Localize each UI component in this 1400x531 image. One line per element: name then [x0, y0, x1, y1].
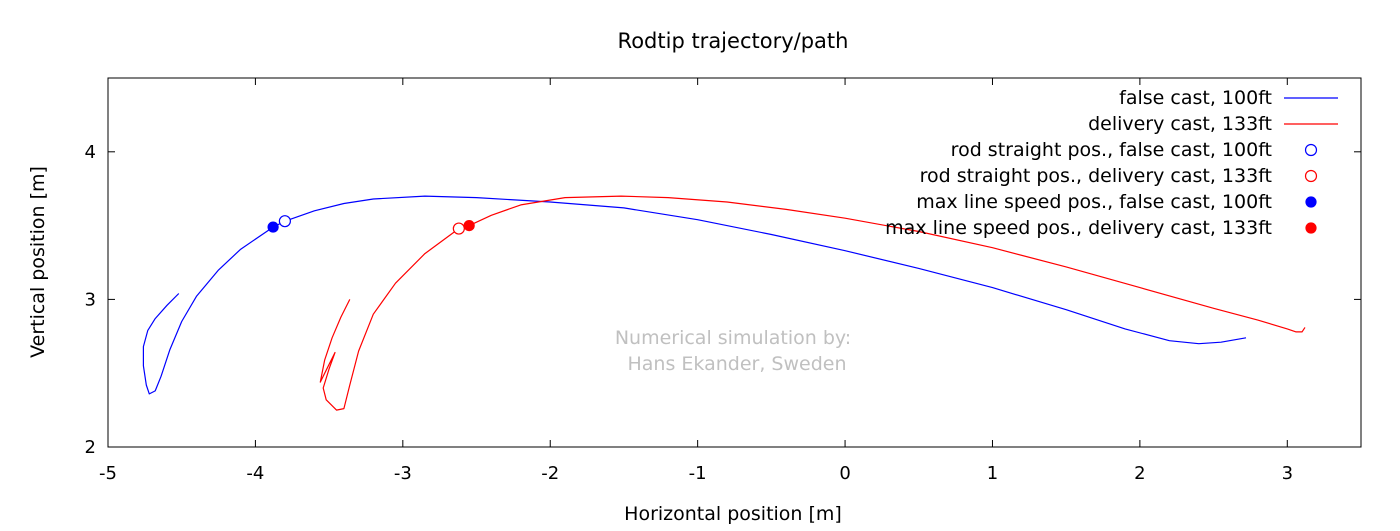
- x-tick-label: 1: [987, 463, 998, 484]
- legend-label: max line speed pos., delivery cast, 133f…: [885, 217, 1272, 239]
- x-tick-label: 0: [839, 463, 850, 484]
- x-tick-label: 2: [1134, 463, 1145, 484]
- plot-frame: [107, 77, 1362, 448]
- chart-title: Rodtip trajectory/path: [618, 29, 849, 53]
- legend-label: false cast, 100ft: [1119, 87, 1272, 109]
- x-tick-label: -2: [541, 463, 559, 484]
- x-tick-label: 3: [1282, 463, 1293, 484]
- point-rod-straight-pos-false-cast-100ft: [278, 215, 291, 228]
- point-max-line-speed-pos-false-cast-100ft: [267, 221, 279, 233]
- annotation-line-1: Numerical simulation by:: [615, 327, 851, 349]
- y-tick-label: 3: [85, 289, 96, 310]
- point-max-line-speed-pos-delivery-cast-133ft: [463, 220, 475, 232]
- x-tick-label: -3: [394, 463, 412, 484]
- legend-swatch-marker: [1304, 169, 1318, 183]
- legend: false cast, 100ft delivery cast, 133ft rod…: [885, 87, 1338, 239]
- point-rod-straight-pos-delivery-cast-133ft: [452, 222, 465, 235]
- y-tick-label: 2: [85, 437, 96, 458]
- legend-label: delivery cast, 133ft: [1088, 113, 1272, 135]
- axis-ticks: -5 -4 -3 -2 -1 0 1 2 3 2 3 4: [85, 78, 1361, 484]
- legend-swatch-marker: [1305, 196, 1317, 208]
- legend-label: rod straight pos., false cast, 100ft: [951, 139, 1272, 161]
- x-tick-label: -1: [689, 463, 707, 484]
- y-tick-label: 4: [85, 142, 96, 163]
- annotation-line-2: Hans Ekander, Sweden: [628, 353, 847, 375]
- marker-layer: [267, 215, 475, 235]
- x-tick-label: -4: [246, 463, 264, 484]
- y-axis-label: Vertical position [m]: [27, 166, 49, 358]
- x-axis-label: Horizontal position [m]: [624, 503, 842, 525]
- legend-label: rod straight pos., delivery cast, 133ft: [920, 165, 1272, 187]
- x-tick-label: -5: [99, 463, 117, 484]
- legend-label: max line speed pos., false cast, 100ft: [916, 191, 1272, 213]
- legend-swatch-marker: [1304, 143, 1318, 157]
- series-line-false-cast-100ft: [142, 195, 1247, 395]
- legend-swatch-marker: [1305, 222, 1317, 234]
